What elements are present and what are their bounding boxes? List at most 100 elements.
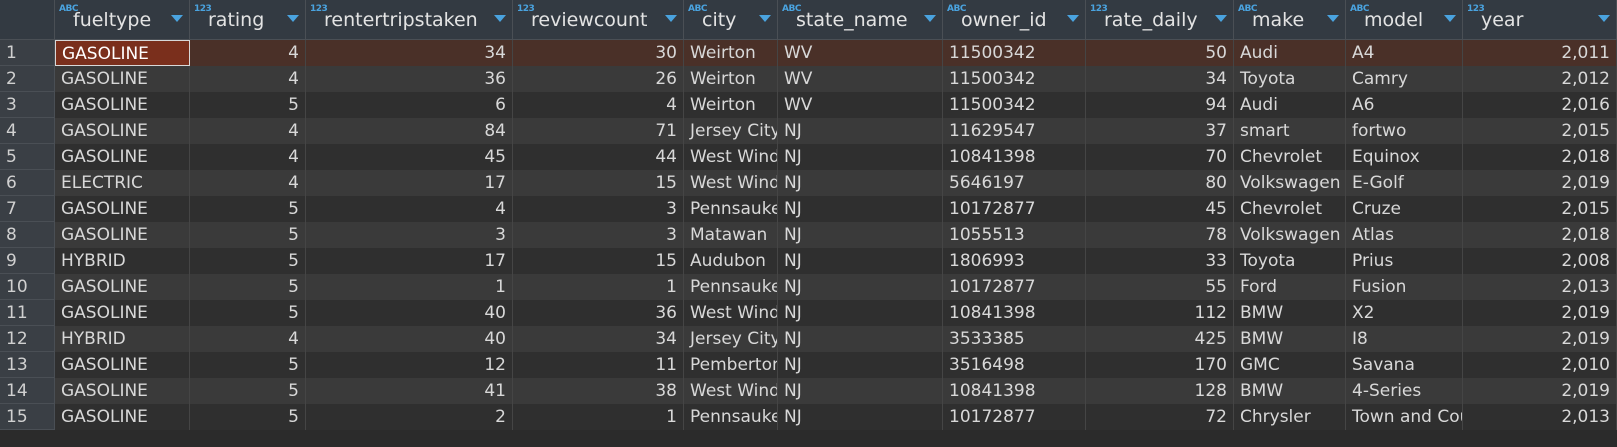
row-number[interactable]: 4 (0, 118, 55, 144)
cell-state_name[interactable]: WV (778, 92, 943, 118)
row-number-header[interactable] (0, 0, 55, 40)
column-header-make[interactable]: ABC make (1234, 0, 1346, 40)
cell-rate_daily[interactable]: 50 (1086, 40, 1234, 66)
cell-rentertripstaken[interactable]: 34 (306, 40, 513, 66)
column-header-reviewcount[interactable]: 123 reviewcount (513, 0, 684, 40)
cell-rating[interactable]: 4 (190, 118, 306, 144)
cell-make[interactable]: Chevrolet (1234, 196, 1346, 222)
cell-rentertripstaken[interactable]: 17 (306, 248, 513, 274)
cell-city[interactable]: Pemberton (684, 352, 778, 378)
sort-dropdown-icon[interactable] (665, 15, 677, 22)
cell-rentertripstaken[interactable]: 84 (306, 118, 513, 144)
cell-make[interactable]: smart (1234, 118, 1346, 144)
table-row[interactable]: 9 HYBRID 5 17 15 Audubon NJ 1806993 33 Toyota Priu… (0, 248, 1617, 274)
cell-fueltype[interactable]: HYBRID (55, 248, 190, 274)
cell-rate_daily[interactable]: 94 (1086, 92, 1234, 118)
cell-city[interactable]: Weirton (684, 66, 778, 92)
cell-rating[interactable]: 5 (190, 404, 306, 430)
cell-city[interactable]: Pennsauken (684, 274, 778, 300)
cell-model[interactable]: Camry (1346, 66, 1463, 92)
cell-state_name[interactable]: NJ (778, 404, 943, 430)
cell-year[interactable]: 2,016 (1463, 92, 1617, 118)
cell-owner_id[interactable]: 11500342 (943, 66, 1086, 92)
cell-fueltype[interactable]: GASOLINE (55, 118, 190, 144)
row-number[interactable]: 14 (0, 378, 55, 404)
cell-year[interactable]: 2,010 (1463, 352, 1617, 378)
table-row[interactable]: 12 HYBRID 4 40 34 Jersey City NJ 3533385 425 BMW I… (0, 326, 1617, 352)
cell-year[interactable]: 2,019 (1463, 300, 1617, 326)
cell-reviewcount[interactable]: 1 (513, 274, 684, 300)
row-number[interactable]: 2 (0, 66, 55, 92)
cell-rentertripstaken[interactable]: 1 (306, 274, 513, 300)
sort-dropdown-icon[interactable] (924, 15, 936, 22)
cell-reviewcount[interactable]: 15 (513, 170, 684, 196)
cell-city[interactable]: West Windsor (684, 170, 778, 196)
cell-year[interactable]: 2,015 (1463, 118, 1617, 144)
cell-state_name[interactable]: NJ (778, 378, 943, 404)
column-header-owner_id[interactable]: ABC owner_id (943, 0, 1086, 40)
cell-state_name[interactable]: NJ (778, 144, 943, 170)
cell-rating[interactable]: 4 (190, 326, 306, 352)
cell-make[interactable]: Toyota (1234, 66, 1346, 92)
cell-rentertripstaken[interactable]: 36 (306, 66, 513, 92)
cell-owner_id[interactable]: 3533385 (943, 326, 1086, 352)
sort-dropdown-icon[interactable] (1444, 15, 1456, 22)
cell-rating[interactable]: 5 (190, 378, 306, 404)
cell-rate_daily[interactable]: 55 (1086, 274, 1234, 300)
table-row[interactable]: 13 GASOLINE 5 12 11 Pemberton NJ 3516498 170 GMC S… (0, 352, 1617, 378)
sort-dropdown-icon[interactable] (1215, 15, 1227, 22)
table-row[interactable]: 15GASOLINE521PennsaukenNJ1017287772Chrys… (0, 404, 1617, 430)
cell-rentertripstaken[interactable]: 40 (306, 300, 513, 326)
cell-year[interactable]: 2,018 (1463, 144, 1617, 170)
cell-make[interactable]: BMW (1234, 378, 1346, 404)
cell-fueltype[interactable]: GASOLINE (55, 144, 190, 170)
cell-rating[interactable]: 4 (190, 40, 306, 66)
cell-fueltype[interactable]: GASOLINE (55, 404, 190, 430)
cell-year[interactable]: 2,019 (1463, 378, 1617, 404)
cell-year[interactable]: 2,012 (1463, 66, 1617, 92)
cell-reviewcount[interactable]: 1 (513, 404, 684, 430)
cell-owner_id[interactable]: 11500342 (943, 40, 1086, 66)
cell-reviewcount[interactable]: 30 (513, 40, 684, 66)
table-row[interactable]: 8 GASOLINE 5 3 3 Matawan NJ 1055513 78 Volkswagen… (0, 222, 1617, 248)
cell-model[interactable]: fortwo (1346, 118, 1463, 144)
cell-make[interactable]: Volkswagen (1234, 222, 1346, 248)
cell-owner_id[interactable]: 10172877 (943, 274, 1086, 300)
cell-reviewcount[interactable]: 4 (513, 92, 684, 118)
table-row[interactable]: 3 GASOLINE 5 6 4 Weirton WV 11500342 94 Audi A6 2,0… (0, 92, 1617, 118)
row-number[interactable]: 1 (0, 40, 55, 66)
cell-fueltype[interactable]: GASOLINE (55, 300, 190, 326)
cell-rentertripstaken[interactable]: 2 (306, 404, 513, 430)
cell-model[interactable]: Savana (1346, 352, 1463, 378)
table-row[interactable]: 2 GASOLINE 4 36 26 Weirton WV 11500342 34 Toyota C… (0, 66, 1617, 92)
cell-year[interactable]: 2,013 (1463, 274, 1617, 300)
row-number[interactable]: 11 (0, 300, 55, 326)
cell-rentertripstaken[interactable]: 17 (306, 170, 513, 196)
table-row[interactable]: 1 GASOLINE 4 34 30 Weirton WV 11500342 50 Audi A4 2… (0, 40, 1617, 66)
cell-model[interactable]: X2 (1346, 300, 1463, 326)
table-row[interactable]: 4 GASOLINE 4 84 71 Jersey City NJ 11629547 37 sma… (0, 118, 1617, 144)
sort-dropdown-icon[interactable] (759, 15, 771, 22)
cell-year[interactable]: 2,019 (1463, 326, 1617, 352)
cell-state_name[interactable]: NJ (778, 196, 943, 222)
cell-owner_id[interactable]: 10172877 (943, 404, 1086, 430)
cell-make[interactable]: Chrysler (1234, 404, 1346, 430)
cell-reviewcount[interactable]: 44 (513, 144, 684, 170)
cell-fueltype[interactable]: GASOLINE (55, 274, 190, 300)
cell-city[interactable]: Jersey City (684, 326, 778, 352)
sort-dropdown-icon[interactable] (171, 15, 183, 22)
cell-model[interactable]: E-Golf (1346, 170, 1463, 196)
cell-reviewcount[interactable]: 71 (513, 118, 684, 144)
cell-rating[interactable]: 5 (190, 196, 306, 222)
cell-make[interactable]: Audi (1234, 92, 1346, 118)
cell-make[interactable]: GMC (1234, 352, 1346, 378)
cell-make[interactable]: BMW (1234, 300, 1346, 326)
cell-fueltype[interactable]: GASOLINE (55, 378, 190, 404)
cell-state_name[interactable]: NJ (778, 118, 943, 144)
cell-rate_daily[interactable]: 170 (1086, 352, 1234, 378)
cell-reviewcount[interactable]: 36 (513, 300, 684, 326)
